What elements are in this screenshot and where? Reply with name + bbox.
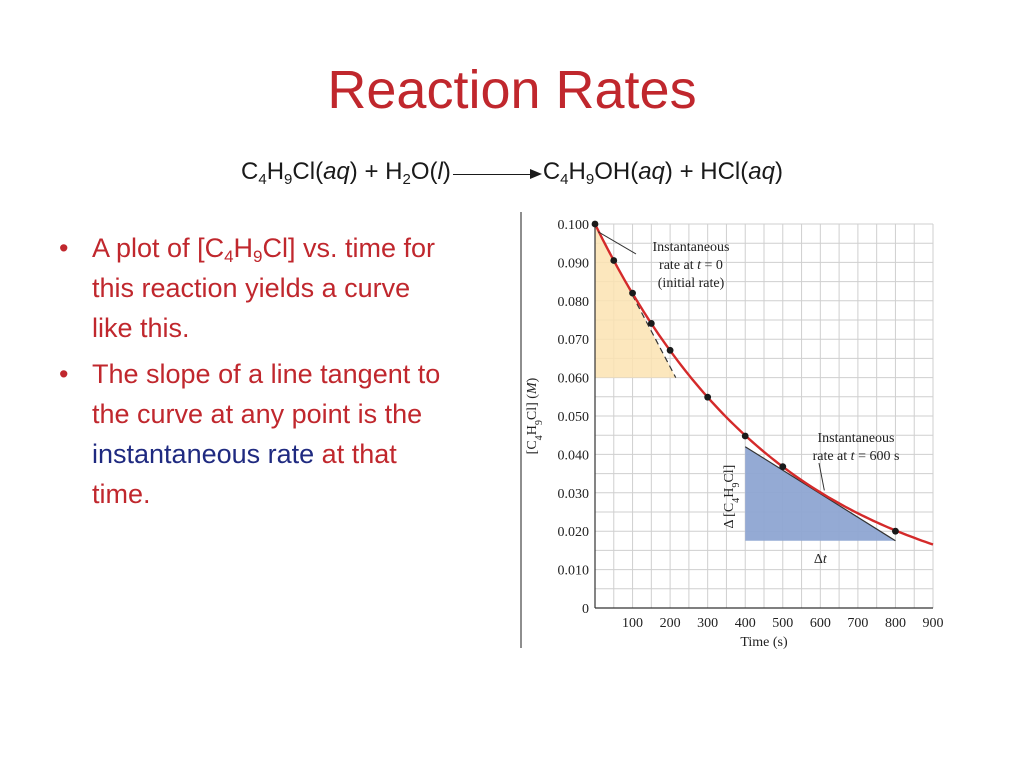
x-tick-label: 100 bbox=[622, 616, 643, 631]
y-tick-label: 0.090 bbox=[558, 256, 590, 271]
x-tick-label: 900 bbox=[923, 616, 944, 631]
reactant-1: C4H9Cl(aq) bbox=[241, 158, 358, 188]
delta-t-label: Δt bbox=[814, 552, 828, 567]
highlight-text: instantaneous rate bbox=[92, 439, 315, 469]
product-2: HCl(aq) bbox=[700, 158, 783, 185]
tangent-600s-line bbox=[744, 446, 896, 542]
y-tick-label: 0.060 bbox=[558, 372, 590, 387]
data-point bbox=[610, 257, 618, 264]
rate-600s-annotation: Instantaneous bbox=[818, 431, 895, 446]
reaction-arrow bbox=[451, 157, 543, 189]
initial-tangent-line bbox=[594, 223, 677, 378]
data-point bbox=[666, 346, 674, 354]
y-tick-label: 0.080 bbox=[558, 295, 590, 310]
product-1: C4H9OH(aq) bbox=[542, 158, 673, 188]
chart-svg: 0 0.010 0.020 0.030 0.040 0.050 0.060 0.070 0.08… bbox=[520, 212, 944, 650]
initial-rate-annotation: rate at t = 0 bbox=[659, 258, 723, 273]
y-tick-label: 0.070 bbox=[558, 333, 590, 348]
rate-600s-annotation: rate at t = 600 s bbox=[813, 449, 900, 464]
data-point bbox=[629, 289, 636, 297]
plus-sign: + bbox=[679, 158, 694, 185]
bullet-item: The slope of a line tangent to the curve… bbox=[56, 354, 456, 514]
y-tick-label: 0.100 bbox=[558, 218, 590, 233]
y-tick-label: 0.030 bbox=[558, 487, 590, 502]
y-tick-label: 0 bbox=[582, 602, 589, 617]
y-tick-label: 0.050 bbox=[558, 410, 590, 425]
x-tick-label: 300 bbox=[697, 616, 718, 631]
slide-title: Reaction Rates bbox=[327, 60, 697, 120]
initial-rate-annotation: (initial rate) bbox=[658, 276, 725, 291]
x-tick-label: 700 bbox=[847, 616, 868, 631]
x-tick-label: 200 bbox=[660, 616, 681, 631]
x-tick-label: 800 bbox=[885, 616, 906, 631]
x-axis-label: Time (s) bbox=[740, 635, 788, 650]
data-point bbox=[704, 393, 712, 401]
rate-600s-pointer bbox=[818, 462, 825, 491]
data-point bbox=[892, 527, 899, 535]
x-tick-label: 500 bbox=[772, 616, 793, 631]
y-tick-label: 0.040 bbox=[558, 448, 590, 463]
initial-rate-pointer bbox=[597, 231, 637, 255]
data-point bbox=[647, 320, 655, 327]
x-tick-label: 400 bbox=[735, 616, 756, 631]
reaction-rate-chart: 0 0.010 0.020 0.030 0.040 0.050 0.060 0.070 0.08… bbox=[519, 212, 951, 652]
y-tick-label: 0.020 bbox=[558, 525, 590, 540]
bullet-list: A plot of [C4H9Cl] vs. time for this rea… bbox=[56, 228, 456, 520]
bullet-item: A plot of [C4H9Cl] vs. time for this rea… bbox=[56, 228, 456, 348]
y-tick-label: 0.010 bbox=[558, 564, 590, 579]
x-tick-label: 600 bbox=[810, 616, 831, 631]
data-point bbox=[591, 220, 599, 228]
plus-sign: + bbox=[364, 158, 379, 185]
delta-concentration-label: Δ [C4H9Cl] bbox=[722, 465, 742, 529]
initial-rate-annotation: Instantaneous bbox=[653, 240, 730, 255]
reaction-equation: C4H9Cl(aq) + H2O(l) C4H9OH(aq) + HCl(aq) bbox=[0, 156, 1024, 189]
data-point bbox=[779, 463, 787, 471]
y-axis-label: [C4H9Cl] (M) bbox=[525, 377, 545, 454]
reactant-2: H2O(l) bbox=[385, 158, 451, 188]
data-point bbox=[741, 432, 749, 440]
